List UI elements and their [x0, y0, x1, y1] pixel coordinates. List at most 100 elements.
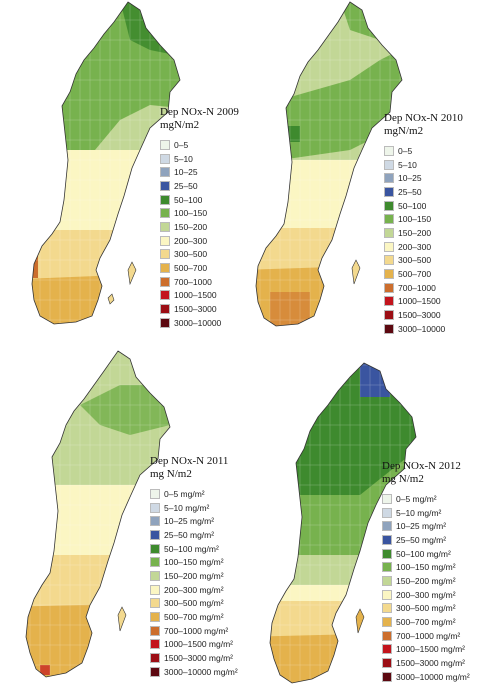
- legend-label: 300–500 mg/m²: [396, 603, 456, 614]
- legend-swatch: [382, 521, 392, 532]
- legend-list: 0–5 5–10 10–25 25–50 50–100 100–150 150–200 200…: [384, 144, 463, 336]
- legend-swatch: [384, 310, 394, 321]
- legend-label: 200–300: [174, 235, 208, 246]
- legend-swatch: [384, 159, 394, 170]
- legend-title: Dep NOx-N 2011: [150, 455, 229, 467]
- legend-label: 10–25 mg/m²: [396, 521, 447, 532]
- map-panel-2010: Dep NOx-N 2010 mgN/m2 0–5 5–10 10–25 25–50 5…: [240, 0, 483, 340]
- legend-label: 10–25 mg/m²: [164, 516, 215, 527]
- legend-item: 25–50: [384, 185, 463, 199]
- sweden-map-2010: [255, 1, 403, 327]
- legend-item: 500–700 mg/m²: [382, 615, 470, 629]
- legend-unit: mg N/m2: [382, 473, 424, 485]
- legend-item: 0–5: [160, 138, 239, 152]
- legend-swatch: [382, 671, 392, 682]
- legend-label: 200–300: [398, 241, 432, 252]
- legend-item: 200–300: [384, 240, 463, 254]
- legend-item: 1500–3000 mg/m²: [150, 651, 238, 665]
- legend-swatch: [382, 534, 392, 545]
- legend-label: 5–10 mg/m²: [164, 502, 210, 513]
- legend-label: 1000–1500: [398, 296, 441, 307]
- legend-unit: mg N/m2: [150, 468, 192, 480]
- legend-label: 500–700: [174, 263, 208, 274]
- legend-item: 5–10: [384, 158, 463, 172]
- legend-item: 200–300 mg/m²: [150, 583, 238, 597]
- sweden-map-2009: [31, 1, 181, 325]
- legend-item: 200–300: [160, 234, 239, 248]
- legend-label: 0–5: [398, 145, 413, 156]
- legend-item: 1000–1500 mg/m²: [382, 643, 470, 657]
- legend-label: 0–5: [174, 139, 189, 150]
- legend-item: 50–100 mg/m²: [150, 542, 238, 556]
- legend-swatch: [160, 221, 170, 232]
- legend-swatch: [384, 296, 394, 307]
- legend-title: Dep NOx-N 2012: [382, 460, 461, 472]
- legend-label: 25–50: [174, 180, 198, 191]
- legend-swatch: [382, 493, 392, 504]
- legend-item: 3000–10000: [384, 322, 463, 336]
- legend-swatch: [384, 186, 394, 197]
- legend-title: Dep NOx-N 2009: [160, 106, 239, 118]
- legend-list: 0–5 mg/m² 5–10 mg/m² 10–25 mg/m² 25–50 mg/m…: [150, 487, 238, 679]
- legend-label: 3000–10000: [174, 317, 222, 328]
- legend-item: 50–100: [160, 193, 239, 207]
- legend-item: 1000–1500: [384, 295, 463, 309]
- legend-label: 150–200: [174, 221, 208, 232]
- legend-label: 100–150 mg/m²: [164, 557, 224, 568]
- legend-label: 1500–3000 mg/m²: [164, 653, 233, 664]
- legend-swatch: [150, 639, 160, 650]
- legend-unit: mgN/m2: [160, 119, 200, 131]
- legend-label: 25–50 mg/m²: [396, 534, 447, 545]
- legend-swatch: [384, 200, 394, 211]
- legend-item: 0–5: [384, 144, 463, 158]
- legend-item: 150–200: [384, 226, 463, 240]
- legend-item: 1500–3000: [384, 308, 463, 322]
- legend-label: 0–5 mg/m²: [164, 488, 205, 499]
- legend-label: 1000–1500 mg/m²: [164, 639, 233, 650]
- legend-swatch: [382, 658, 392, 669]
- legend-item: 300–500: [384, 254, 463, 268]
- legend-swatch: [160, 167, 170, 178]
- legend-item: 150–200: [160, 220, 239, 234]
- legend-swatch: [160, 317, 170, 328]
- legend-list: 0–5 mg/m² 5–10 mg/m² 10–25 mg/m² 25–50 mg/m…: [382, 492, 470, 684]
- legend-swatch: [384, 227, 394, 238]
- legend-label: 700–1000: [398, 282, 436, 293]
- legend-2009: Dep NOx-N 2009 mgN/m2 0–5 5–10 10–25 25–50 5…: [160, 106, 239, 330]
- legend-item: 25–50 mg/m²: [150, 528, 238, 542]
- legend-label: 1500–3000 mg/m²: [396, 658, 465, 669]
- legend-swatch: [150, 584, 160, 595]
- legend-swatch: [150, 488, 160, 499]
- legend-item: 500–700: [384, 267, 463, 281]
- legend-label: 150–200 mg/m²: [164, 570, 224, 581]
- legend-item: 1500–3000 mg/m²: [382, 656, 470, 670]
- legend-item: 1000–1500: [160, 289, 239, 303]
- legend-label: 500–700: [398, 269, 432, 280]
- legend-item: 3000–10000 mg/m²: [382, 670, 470, 684]
- legend-label: 100–150: [398, 214, 432, 225]
- legend-swatch: [382, 575, 392, 586]
- legend-item: 700–1000 mg/m²: [382, 629, 470, 643]
- legend-swatch: [150, 516, 160, 527]
- legend-item: 5–10 mg/m²: [382, 506, 470, 520]
- legend-label: 3000–10000: [398, 323, 446, 334]
- legend-label: 10–25: [174, 167, 198, 178]
- legend-label: 50–100: [174, 194, 203, 205]
- legend-item: 10–25 mg/m²: [150, 514, 238, 528]
- legend-item: 300–500: [160, 248, 239, 262]
- legend-item: 300–500 mg/m²: [382, 602, 470, 616]
- legend-label: 300–500: [398, 255, 432, 266]
- legend-item: 100–150: [384, 212, 463, 226]
- legend-swatch: [384, 282, 394, 293]
- legend-item: 25–50: [160, 179, 239, 193]
- legend-swatch: [160, 235, 170, 246]
- legend-label: 3000–10000 mg/m²: [164, 666, 238, 677]
- legend-swatch: [160, 304, 170, 315]
- legend-item: 5–10: [160, 152, 239, 166]
- legend-label: 5–10: [174, 153, 193, 164]
- legend-swatch: [150, 502, 160, 513]
- legend-item: 700–1000 mg/m²: [150, 624, 238, 638]
- sweden-map-2011: [25, 350, 171, 678]
- legend-2012: Dep NOx-N 2012 mg N/m2 0–5 mg/m² 5–10 mg/…: [382, 460, 470, 684]
- legend-item: 5–10 mg/m²: [150, 501, 238, 515]
